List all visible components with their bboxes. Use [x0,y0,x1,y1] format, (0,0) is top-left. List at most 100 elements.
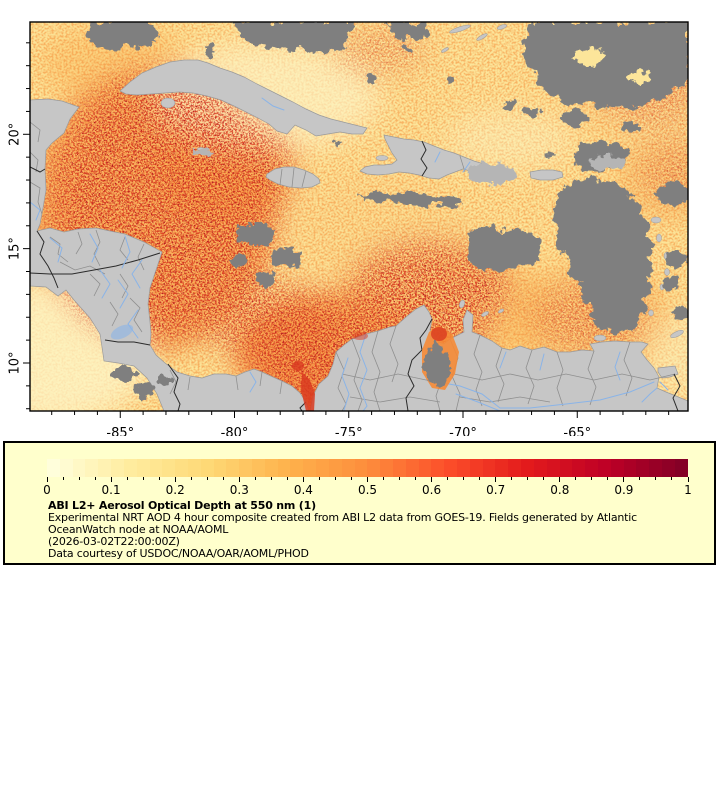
colorbar-tick [495,477,497,482]
island-dominica [656,233,662,243]
colorbar-segment [431,459,445,477]
island-gonave [375,155,389,161]
colorbar-tick-label: 0 [43,483,51,497]
colorbar-segment [482,459,496,477]
colorbar-tick [383,477,385,480]
colorbar-tick [254,477,256,480]
colorbar-segment [290,459,304,477]
y-axis-label: 15° [8,237,23,260]
colorbar-tick [286,477,288,480]
x-axis-label: -75° [335,426,363,436]
colorbar-tick [527,477,529,480]
island-grenada [648,309,654,317]
colorbar-segment [162,459,176,477]
colorbar-segment [495,459,509,477]
colorbar-segment [559,459,573,477]
island-curacao [481,311,489,317]
x-axis: -85° -80° -75° -70° -65° [51,411,670,436]
colorbar-tick [511,477,513,480]
colorbar-labels: 0 0.1 0.2 0.3 0.4 0.5 0.6 0.7 0.8 0.9 1 [43,483,692,497]
colorbar-tick [415,477,417,480]
colorbar-segment [252,459,265,477]
x-axis-label: -65° [563,426,591,436]
colorbar-tick [158,477,160,480]
island-bahamas-5 [497,24,507,30]
island-margarita [593,334,607,342]
colorbar-tick [543,477,545,480]
colorbar-tick [671,477,673,480]
colorbar-tick-label: 0.4 [293,483,313,497]
island-bonaire [498,308,504,314]
colorbar-segment [649,459,662,477]
colorbar-segment [72,459,86,477]
colorbar-segment [264,459,278,477]
colorbar-segment [623,459,637,477]
colorbar-tick-label: 0.5 [357,483,378,497]
colorbar-ticks [46,477,689,483]
island-bahamas-4 [476,33,488,41]
colorbar-tick [447,477,449,480]
colorbar-tick-label: 1 [684,483,692,497]
colorbar-tick [238,477,240,482]
island-tobago [670,330,684,338]
colorbar-tick [591,477,593,480]
colorbar-segment [354,459,368,477]
colorbar-segment [521,459,534,477]
colorbar-segment [136,459,150,477]
colorbar-tick-label: 0.3 [229,483,249,497]
colorbar-tick [302,477,304,482]
island-st-lucia [664,268,670,276]
colorbar-tick [174,477,176,482]
colorbar-tick-label: 0.2 [165,483,185,497]
aod-map: -85° -80° -75° -70° -65° 20° 15° 10° [8,21,689,436]
colorbar-segment [572,459,586,477]
colorbar-tick [655,477,657,480]
colorbar [47,459,688,477]
colorbar-segment [585,459,598,477]
colorbar-tick [463,477,465,480]
legend-title: ABI L2+ Aerosol Optical Depth at 550 nm … [48,499,316,512]
colorbar-segment [59,459,73,477]
colorbar-segment [200,459,214,477]
colorbar-segment [508,459,522,477]
legend-desc-line-2: OceanWatch node at NOAA/AOML [48,523,229,536]
colorbar-segment [303,459,317,477]
colorbar-tick [62,477,64,480]
colorbar-segment [444,459,457,477]
colorbar-tick [206,477,208,480]
colorbar-tick [78,477,80,480]
colorbar-segment [533,459,547,477]
colorbar-tick [575,477,577,480]
colorbar-tick [399,477,401,480]
colorbar-segment [316,459,329,477]
colorbar-segment [187,459,201,477]
legend-panel: 0 0.1 0.2 0.3 0.4 0.5 0.6 0.7 0.8 0.9 1 ABI L2+ Ae… [3,441,716,565]
plot-area [30,22,688,411]
lake-nicaragua [110,324,134,340]
colorbar-tick [46,477,48,482]
colorbar-tick [142,477,144,480]
legend-desc-line-1: Experimental NRT AOD 4 hour composite cr… [48,511,637,524]
island-isla-juventud [160,97,176,109]
colorbar-segment [47,459,60,477]
colorbar-tick-label: 0.1 [101,483,121,497]
borders-major [30,140,681,411]
colorbar-tick-label: 0.6 [422,483,442,497]
colorbar-tick [270,477,272,480]
colorbar-segment [662,459,675,477]
x-axis-label: -85° [106,426,134,436]
colorbar-segment [175,459,188,477]
rivers [30,97,669,411]
land-cuba [119,59,368,137]
colorbar-tick [94,477,96,480]
colorbar-tick [318,477,320,480]
colorbar-tick [431,477,433,482]
colorbar-tick [222,477,224,480]
land-puerto-rico [529,169,564,181]
colorbar-tick [110,477,112,482]
colorbar-tick-label: 0.7 [486,483,506,497]
colorbar-tick-label: 0.8 [550,483,570,497]
colorbar-segment [213,459,227,477]
lake-maracaibo [424,343,450,387]
colorbar-segment [123,459,137,477]
